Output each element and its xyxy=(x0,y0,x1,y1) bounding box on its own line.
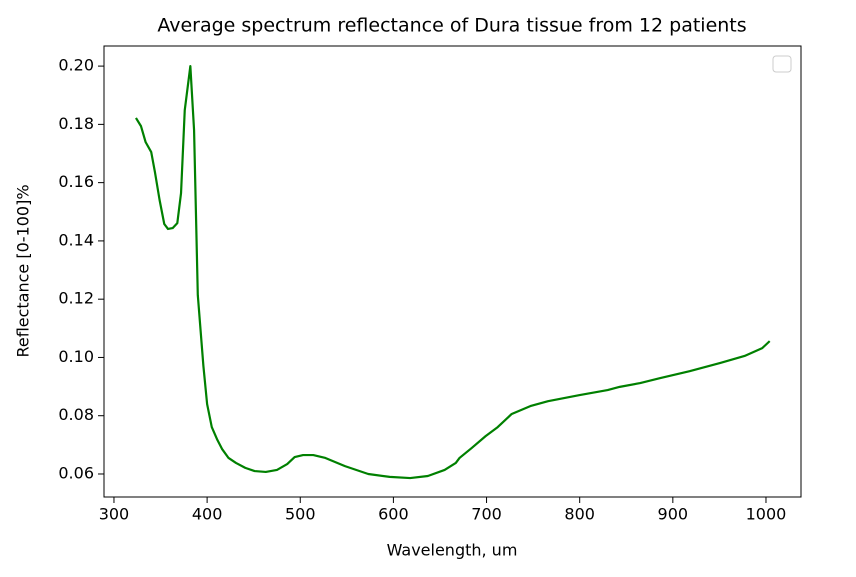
legend-box xyxy=(772,55,792,73)
x-tick-label: 500 xyxy=(285,505,316,524)
y-tick-label: 0.10 xyxy=(58,347,94,366)
chart-title: Average spectrum reflectance of Dura tis… xyxy=(157,15,746,37)
data-line xyxy=(135,65,771,480)
y-tick-label: 0.12 xyxy=(58,289,94,308)
y-tick-label: 0.18 xyxy=(58,114,94,133)
x-tick-label: 600 xyxy=(378,505,409,524)
x-tick-label: 800 xyxy=(564,505,595,524)
x-tick-label: 1000 xyxy=(746,505,787,524)
x-tick-label: 300 xyxy=(99,505,130,524)
y-tick-label: 0.06 xyxy=(58,463,94,482)
y-tick-label: 0.16 xyxy=(58,172,94,191)
x-tick-label: 700 xyxy=(471,505,502,524)
y-tick-label: 0.08 xyxy=(58,405,94,424)
y-tick-label: 0.20 xyxy=(58,56,94,75)
plot-frame xyxy=(103,45,802,498)
x-axis-label: Wavelength, um xyxy=(387,541,518,560)
x-tick-label: 400 xyxy=(192,505,223,524)
x-tick-label: 900 xyxy=(658,505,689,524)
y-axis-label: Reflectance [0-100]% xyxy=(14,184,33,357)
y-tick-label: 0.14 xyxy=(58,230,94,249)
